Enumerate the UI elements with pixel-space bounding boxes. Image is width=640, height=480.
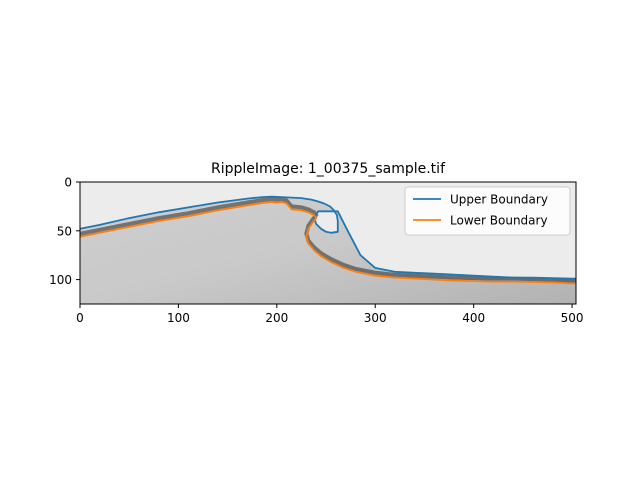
series-lower-boundary [80,201,576,285]
legend-label-upper: Upper Boundary [450,193,548,207]
legend-box [404,186,571,236]
series-upper-boundary [80,195,576,280]
y-axis: 0 50 100 [49,176,80,287]
x-tick-label: 200 [265,311,288,325]
plot-frame [79,181,577,305]
x-tick-label: 100 [167,311,190,325]
y-tick-label: 50 [57,224,72,238]
x-tick-label: 500 [561,311,584,325]
chart-title: RippleImage: 1_00375_sample.tif [211,161,446,177]
x-tick-label: 0 [76,311,84,325]
x-axis: 0 100 200 300 400 500 [76,304,584,325]
y-tick-label: 0 [64,176,72,190]
legend: Upper Boundary Lower Boundary [404,186,571,236]
x-tick-label: 300 [364,311,387,325]
legend-label-lower: Lower Boundary [450,214,548,228]
x-tick-label: 400 [462,311,485,325]
y-tick-label: 100 [49,273,72,287]
